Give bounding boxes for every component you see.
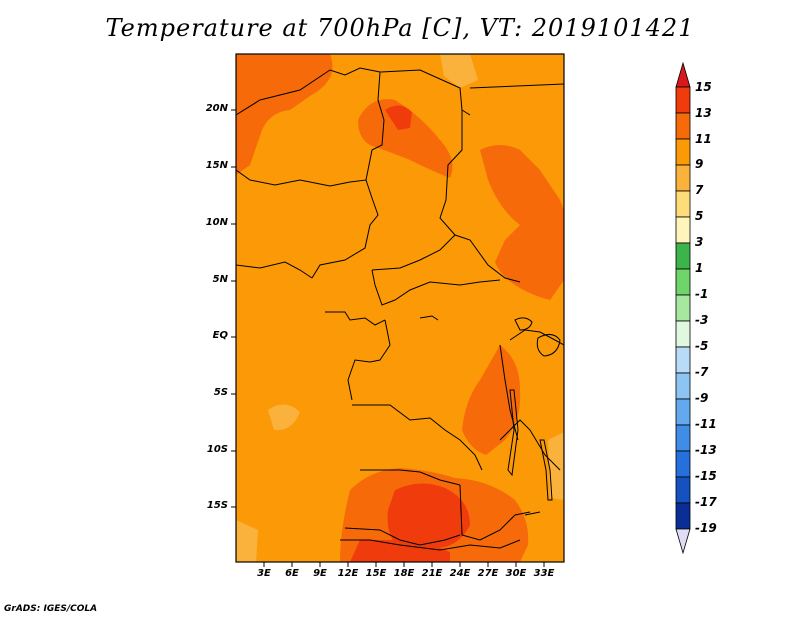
colorbar-label-5: 5 — [695, 209, 704, 223]
colorbar-label-m13: -13 — [695, 443, 717, 457]
colorbar-segment-11-to-13 — [675, 112, 691, 140]
lake-outlines — [419, 315, 561, 516]
lake-albert — [514, 317, 533, 331]
lake-victoria — [536, 334, 561, 357]
colorbar-segment-13-to-15 — [675, 86, 691, 114]
lat-label-15s: 15S — [206, 500, 228, 511]
lon-label-33e: 33E — [533, 568, 555, 579]
colorbar-label-m11: -11 — [695, 417, 717, 431]
lon-label-27e: 27E — [477, 568, 499, 579]
lat-label-5n: 5N — [212, 274, 228, 285]
colorbar-segment-m17-to-m15 — [675, 476, 691, 504]
lat-ticks — [231, 109, 236, 508]
border-gabon — [325, 311, 386, 326]
lon-label-12e: 12E — [337, 568, 359, 579]
colorbar-segment-7-to-9 — [675, 164, 691, 192]
colorbar-label-13: 13 — [695, 106, 712, 120]
colorbar-label-m19: -19 — [695, 521, 717, 535]
border-uganda — [509, 329, 564, 346]
border-coast-west — [236, 261, 313, 279]
colorbar-label-9: 9 — [695, 157, 704, 171]
lake-kariba — [524, 511, 541, 516]
lat-label-20n: 20N — [205, 103, 228, 114]
border-car — [371, 234, 521, 283]
colorbar-label-1: 1 — [695, 261, 704, 275]
country-borders — [236, 67, 564, 551]
lat-label-5s: 5S — [213, 387, 228, 398]
border-niger-nigeria — [236, 169, 379, 279]
lon-label-15e: 15E — [365, 568, 387, 579]
lon-label-9e: 9E — [313, 568, 327, 579]
colorbar — [675, 61, 691, 555]
temperature-field — [236, 54, 564, 562]
colorbar-segment-m13-to-m11 — [675, 424, 691, 452]
colorbar-triangle-top — [675, 61, 691, 88]
lake-tanganyika — [507, 389, 519, 477]
river-congo — [419, 315, 439, 321]
lon-label-6e: 6E — [285, 568, 299, 579]
colorbar-segment-1-to-3 — [675, 242, 691, 270]
colorbar-segment-m1-to-1 — [675, 268, 691, 296]
colorbar-label-m9: -9 — [695, 391, 709, 405]
colorbar-label-m15: -15 — [695, 469, 717, 483]
field-11-13-sudan — [480, 145, 564, 300]
colorbar-label-3: 3 — [695, 235, 704, 249]
colorbar-segment-m7-to-m5 — [675, 346, 691, 374]
field-7-9-north — [440, 54, 478, 88]
colorbar-label-11: 11 — [695, 132, 712, 146]
lon-label-30e: 30E — [505, 568, 527, 579]
colorbar-label-7: 7 — [695, 183, 704, 197]
lon-ticks — [263, 562, 545, 567]
lake-malawi — [539, 439, 553, 501]
field-7-9-southwest — [236, 520, 258, 562]
field-11-13-chad — [358, 99, 453, 178]
lat-label-10s: 10S — [206, 444, 228, 455]
colorbar-label-m7: -7 — [695, 365, 709, 379]
colorbar-segment-5-to-7 — [675, 190, 691, 218]
colorbar-label-m17: -17 — [695, 495, 717, 509]
border-chad-sudan — [439, 110, 463, 236]
colorbar-segment-m15-to-m13 — [675, 450, 691, 478]
grads-credit: GrADS: IGES/COLA — [4, 604, 98, 614]
border-egypt — [469, 83, 564, 89]
field-7-9-atlantic — [268, 404, 300, 431]
colorbar-segment-m19-to-m17 — [675, 502, 691, 530]
border-car-drc — [371, 269, 501, 306]
field-13-15-core3 — [350, 540, 450, 562]
field-13-15-core1 — [385, 105, 412, 130]
map-title: Temperature at 700hPa [C], VT: 201910142… — [105, 14, 695, 42]
colorbar-label-m5: -5 — [695, 339, 709, 353]
colorbar-label-m1: -1 — [695, 287, 709, 301]
border-congo — [347, 319, 391, 401]
lon-label-21e: 21E — [421, 568, 443, 579]
border-zambia — [459, 484, 531, 541]
lat-label-15n: 15N — [205, 160, 228, 171]
lon-label-24e: 24E — [449, 568, 471, 579]
colorbar-segment-3-to-5 — [675, 216, 691, 244]
border-namibia — [344, 527, 461, 546]
lon-label-18e: 18E — [393, 568, 415, 579]
colorbar-label-15: 15 — [695, 80, 712, 94]
field-13-15-core2 — [387, 483, 470, 550]
lon-label-3e: 3E — [257, 568, 271, 579]
border-angola-south — [360, 469, 461, 486]
field-11-13-congo — [462, 345, 521, 455]
colorbar-segment-m3-to-m1 — [675, 294, 691, 322]
lat-label-eq: EQ — [212, 330, 228, 341]
border-niger-chad — [365, 71, 385, 181]
border-botswana — [340, 539, 521, 551]
lat-label-10n: 10N — [205, 217, 228, 228]
colorbar-segment-m11-to-m9 — [675, 398, 691, 426]
colorbar-label-m3: -3 — [695, 313, 709, 327]
colorbar-triangle-bottom — [675, 528, 691, 555]
colorbar-segment-m9-to-m7 — [675, 372, 691, 400]
border-angola-drc — [352, 404, 483, 471]
border-sahara — [236, 67, 471, 116]
colorbar-segment-9-to-11 — [675, 138, 691, 166]
colorbar-segment-m5-to-m3 — [675, 320, 691, 348]
map-frame — [235, 53, 565, 563]
